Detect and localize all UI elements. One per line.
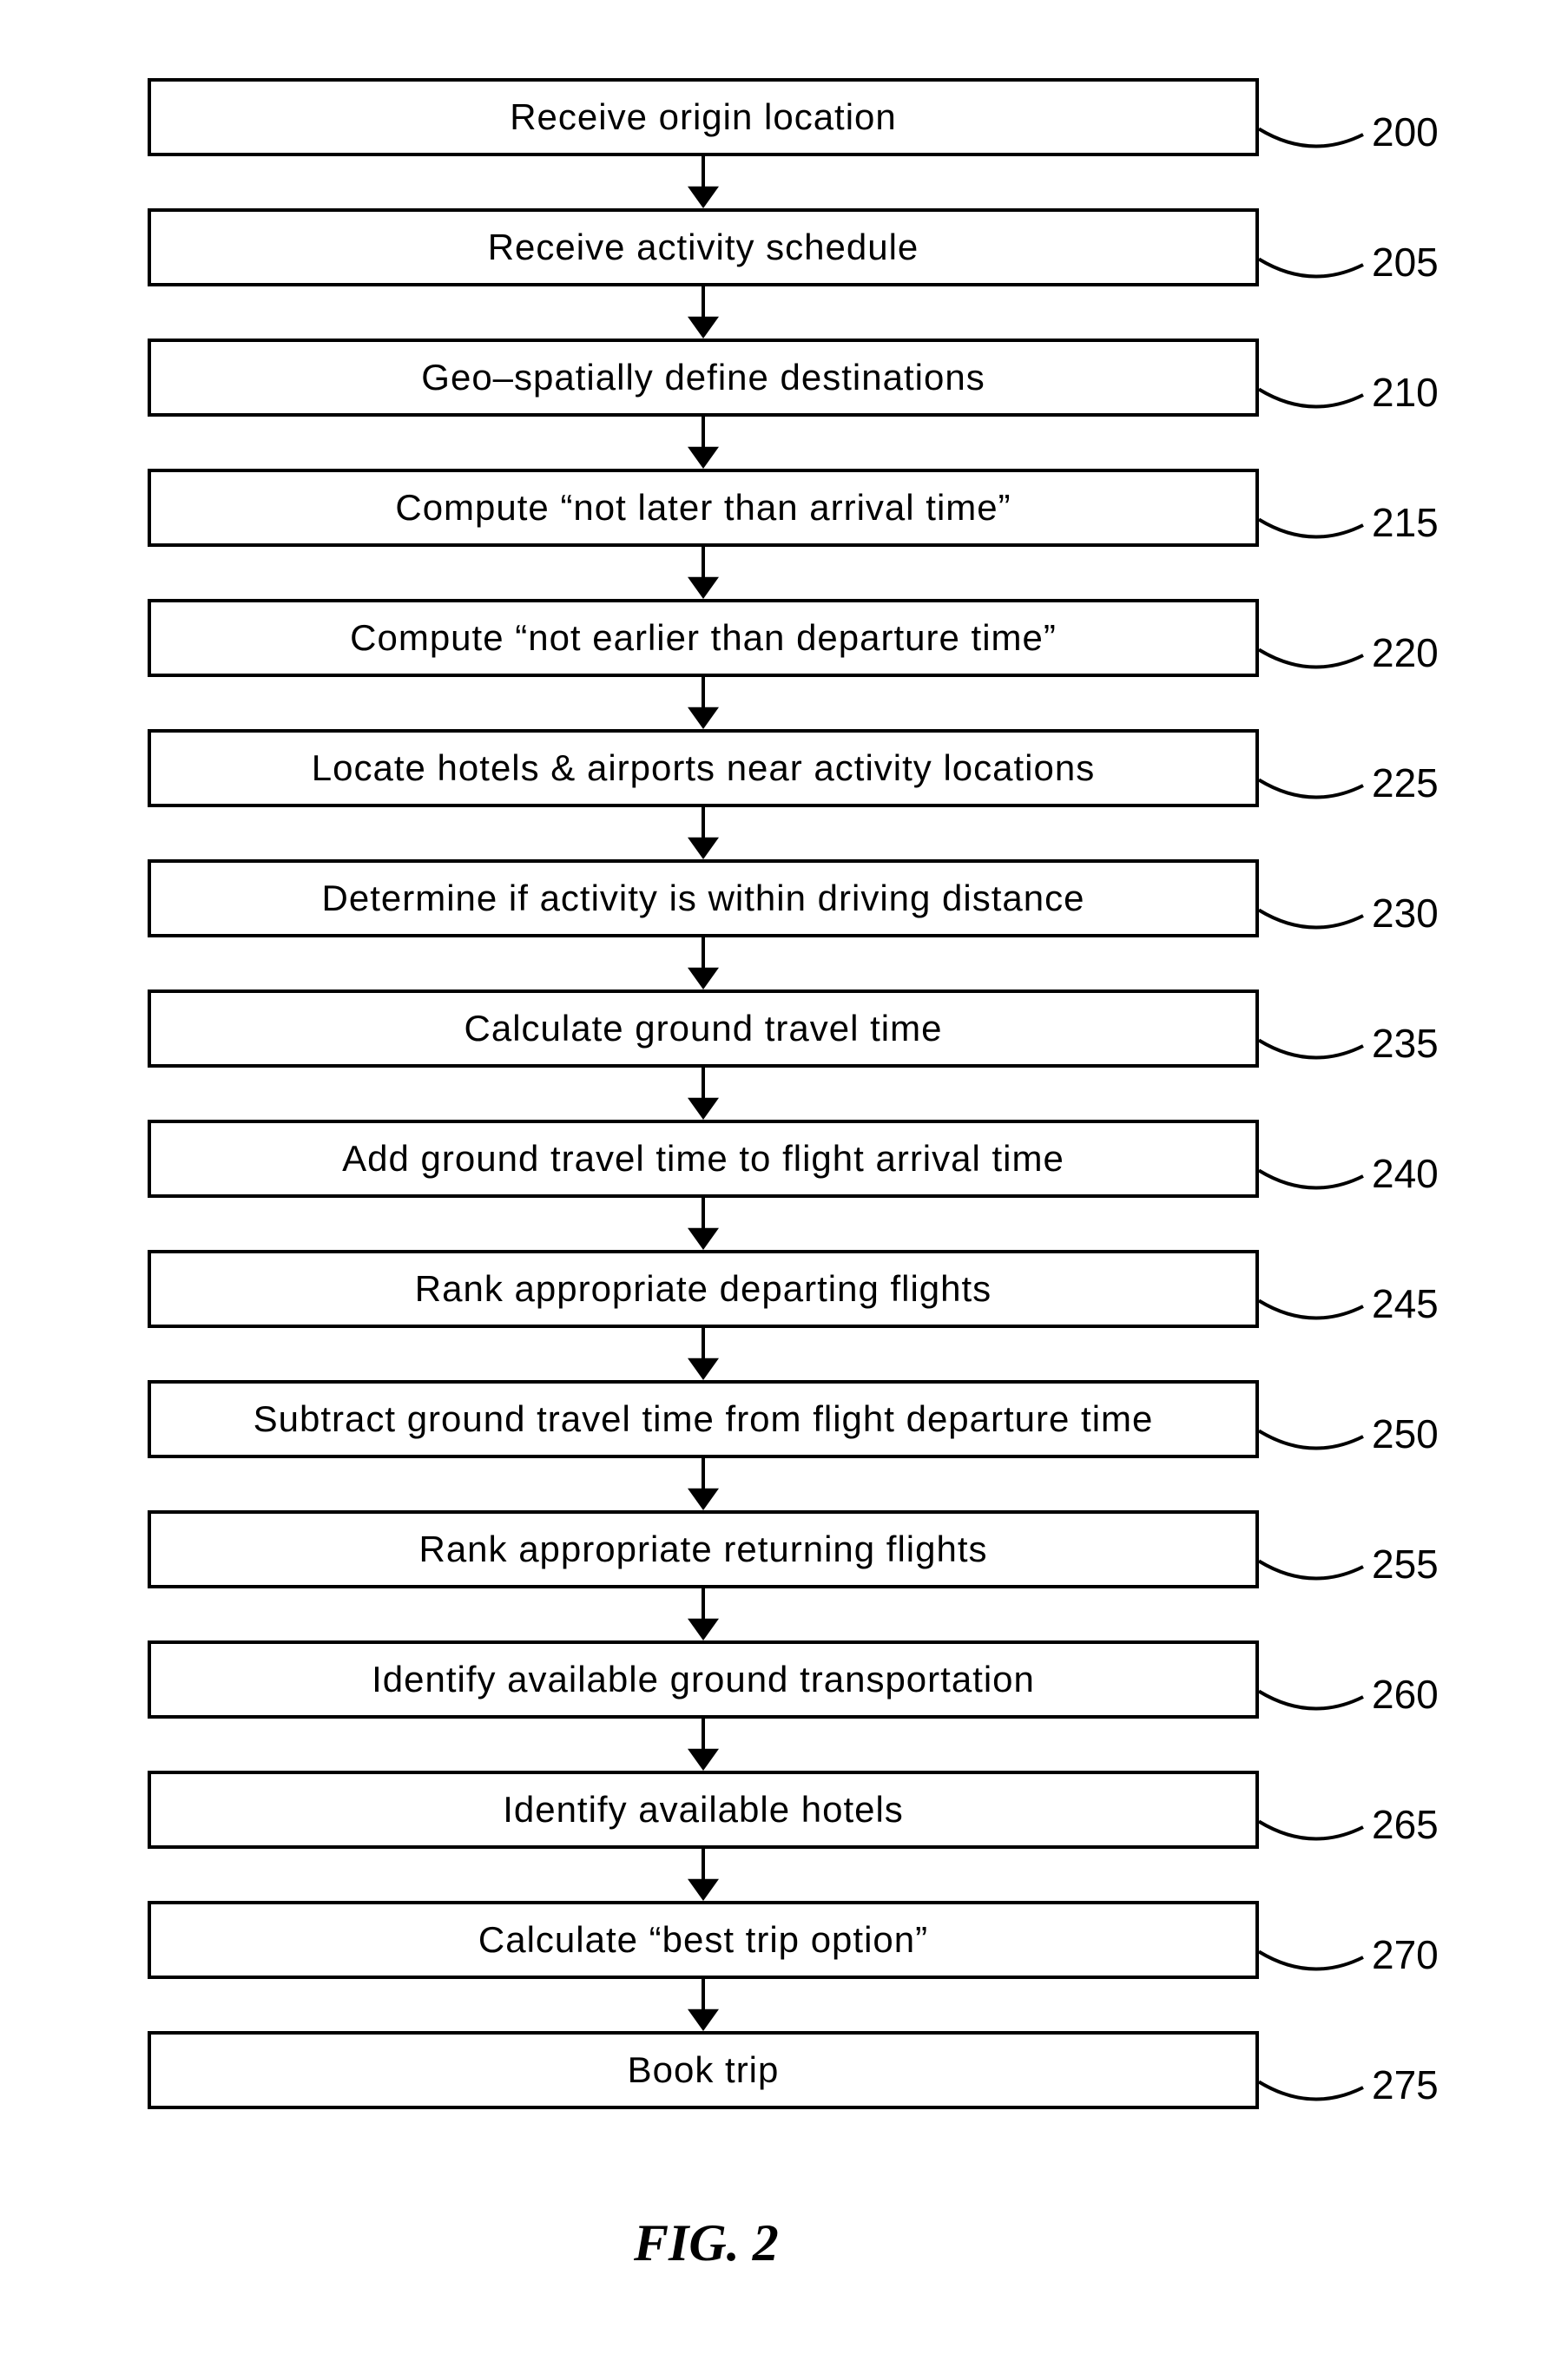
arrow-head-icon <box>688 1098 719 1120</box>
flowchart-ref-label: 265 <box>1372 1801 1439 1848</box>
flowchart-step-box: Identify available ground transportation <box>148 1640 1259 1719</box>
arrow-head-icon <box>688 1749 719 1771</box>
flowchart-ref-label: 205 <box>1372 239 1439 286</box>
arrow-head-icon <box>688 317 719 339</box>
leader-line <box>1259 1171 1363 1188</box>
flowchart-container: Receive origin location 200 Receive activi… <box>0 0 1568 2380</box>
flowchart-step-box: Add ground travel time to flight arrival… <box>148 1120 1259 1198</box>
flowchart-ref-label: 275 <box>1372 2061 1439 2108</box>
arrow-head-icon <box>688 447 719 469</box>
flowchart-step-box: Determine if activity is within driving … <box>148 859 1259 937</box>
flowchart-ref-label: 220 <box>1372 629 1439 676</box>
flowchart-ref-label: 210 <box>1372 369 1439 416</box>
leader-line <box>1259 1041 1363 1058</box>
flowchart-step-box: Calculate “best trip option” <box>148 1901 1259 1979</box>
flowchart-ref-label: 245 <box>1372 1280 1439 1327</box>
leader-line <box>1259 780 1363 798</box>
arrow-head-icon <box>688 1228 719 1250</box>
flowchart-ref-label: 250 <box>1372 1410 1439 1457</box>
flowchart-step-box: Compute “not later than arrival time” <box>148 469 1259 547</box>
leader-line <box>1259 1561 1363 1579</box>
flowchart-step-box: Book trip <box>148 2031 1259 2109</box>
leader-line <box>1259 129 1363 147</box>
flowchart-step-text: Identify available ground transportation <box>372 1659 1035 1700</box>
flowchart-step-text: Add ground travel time to flight arrival… <box>342 1138 1064 1180</box>
flowchart-step-box: Identify available hotels <box>148 1771 1259 1849</box>
arrow-head-icon <box>688 577 719 599</box>
flowchart-step-box: Compute “not earlier than departure time… <box>148 599 1259 677</box>
flowchart-step-box: Receive origin location <box>148 78 1259 156</box>
leader-line <box>1259 650 1363 667</box>
leader-line <box>1259 1822 1363 1839</box>
flowchart-step-box: Locate hotels & airports near activity l… <box>148 729 1259 807</box>
flowchart-step-box: Receive activity schedule <box>148 208 1259 286</box>
leader-line <box>1259 520 1363 537</box>
flowchart-step-text: Receive activity schedule <box>488 227 919 268</box>
flowchart-ref-label: 230 <box>1372 890 1439 937</box>
flowchart-step-text: Locate hotels & airports near activity l… <box>312 747 1095 789</box>
arrow-head-icon <box>688 1358 719 1380</box>
flowchart-ref-label: 260 <box>1372 1671 1439 1718</box>
flowchart-step-text: Receive origin location <box>510 96 897 138</box>
leader-line <box>1259 1301 1363 1318</box>
flowchart-step-text: Geo–spatially define destinations <box>421 357 985 398</box>
leader-line <box>1259 390 1363 407</box>
leader-line <box>1259 260 1363 277</box>
leader-line <box>1259 2082 1363 2100</box>
flowchart-ref-label: 235 <box>1372 1020 1439 1067</box>
figure-caption: FIG. 2 <box>634 2213 779 2273</box>
leader-line <box>1259 1952 1363 1969</box>
flowchart-step-text: Identify available hotels <box>503 1789 904 1831</box>
flowchart-step-text: Book trip <box>628 2049 780 2091</box>
flowchart-step-text: Subtract ground travel time from flight … <box>254 1398 1154 1440</box>
flowchart-step-text: Calculate “best trip option” <box>478 1919 928 1961</box>
flowchart-step-text: Rank appropriate departing flights <box>415 1268 992 1310</box>
flowchart-ref-label: 225 <box>1372 759 1439 806</box>
arrow-head-icon <box>688 968 719 989</box>
flowchart-step-text: Compute “not later than arrival time” <box>395 487 1011 529</box>
flowchart-step-text: Determine if activity is within driving … <box>322 878 1085 919</box>
arrow-head-icon <box>688 1619 719 1640</box>
flowchart-step-text: Compute “not earlier than departure time… <box>350 617 1057 659</box>
arrow-head-icon <box>688 838 719 859</box>
flowchart-step-text: Rank appropriate returning flights <box>418 1529 987 1570</box>
flowchart-ref-label: 270 <box>1372 1931 1439 1978</box>
arrow-head-icon <box>688 1489 719 1510</box>
flowchart-ref-label: 240 <box>1372 1150 1439 1197</box>
arrow-head-icon <box>688 1879 719 1901</box>
leader-line <box>1259 1692 1363 1709</box>
arrow-head-icon <box>688 707 719 729</box>
flowchart-step-box: Rank appropriate departing flights <box>148 1250 1259 1328</box>
arrow-head-icon <box>688 2009 719 2031</box>
flowchart-ref-label: 255 <box>1372 1541 1439 1588</box>
arrow-head-icon <box>688 187 719 208</box>
flowchart-step-box: Geo–spatially define destinations <box>148 339 1259 417</box>
flowchart-step-box: Calculate ground travel time <box>148 989 1259 1068</box>
flowchart-step-box: Subtract ground travel time from flight … <box>148 1380 1259 1458</box>
flowchart-step-box: Rank appropriate returning flights <box>148 1510 1259 1588</box>
leader-line <box>1259 1431 1363 1449</box>
flowchart-ref-label: 200 <box>1372 108 1439 155</box>
flowchart-step-text: Calculate ground travel time <box>464 1008 943 1049</box>
flowchart-ref-label: 215 <box>1372 499 1439 546</box>
leader-line <box>1259 911 1363 928</box>
